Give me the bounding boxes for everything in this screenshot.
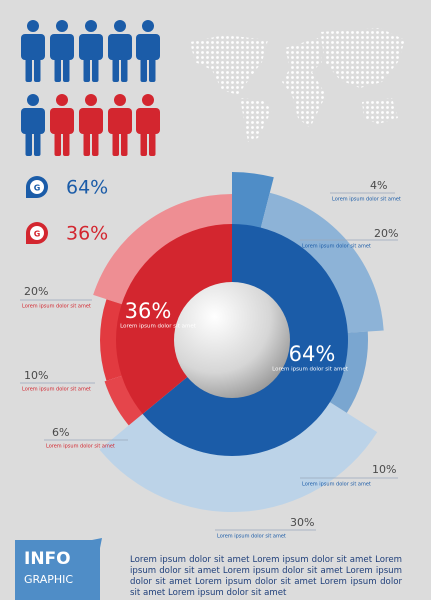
legend-value: 36% — [66, 223, 108, 245]
legend: G 64% G 36% — [26, 176, 108, 245]
donut-segment — [115, 224, 232, 414]
donut-segment — [142, 224, 348, 457]
outer-caption: Lorem ipsum dolor sit amet — [332, 197, 401, 203]
legend-pin-inner — [30, 180, 44, 194]
outer-value-label: 10% — [372, 463, 396, 476]
outer-caption: Lorem ipsum dolor sit amet — [217, 534, 286, 540]
outer-value-label: 30% — [290, 516, 314, 529]
outer-value-label: 20% — [374, 227, 398, 240]
outer-segment — [99, 401, 378, 512]
person-icon — [108, 94, 132, 156]
center-caption: Lorem ipsum dolor sit amet — [120, 324, 197, 330]
center-caption: Lorem ipsum dolor sit amet — [272, 367, 349, 373]
person-icon — [108, 20, 132, 82]
person-icon — [136, 20, 160, 82]
legend-value: 64% — [66, 177, 108, 199]
outer-value-label: 20% — [24, 285, 48, 298]
center-value-label: 36% — [125, 299, 172, 323]
legend-pin-inner — [30, 226, 44, 240]
person-icon — [79, 94, 103, 156]
outer-caption: Lorem ipsum dolor sit amet — [46, 444, 115, 450]
person-icon — [136, 94, 160, 156]
footer-text: Lorem ipsum dolor sit amet Lorem ipsum d… — [130, 555, 402, 598]
outer-value-label: 6% — [52, 426, 69, 439]
footer-badge: INFO GRAPHIC — [15, 538, 102, 600]
people-icons — [21, 20, 160, 156]
outer-value-label: 10% — [24, 369, 48, 382]
outer-segment — [328, 331, 368, 413]
badge-box — [15, 538, 102, 600]
person-icon — [79, 20, 103, 82]
outer-segment — [104, 375, 145, 426]
badge-title: INFO — [24, 549, 71, 569]
outer-value-label: 4% — [370, 179, 387, 192]
outer-segment — [99, 299, 124, 381]
world-map — [190, 28, 405, 142]
outer-caption: Lorem ipsum dolor sit amet — [302, 482, 371, 488]
person-icon — [21, 20, 45, 82]
outer-caption: Lorem ipsum dolor sit amet — [302, 244, 371, 250]
outer-segment — [260, 192, 384, 333]
donut-hole — [174, 282, 290, 398]
badge-subtitle: GRAPHIC — [24, 573, 73, 586]
person-icon — [21, 94, 45, 156]
legend-icon-letter: G — [34, 184, 41, 193]
center-value-label: 64% — [289, 342, 336, 366]
outer-caption: Lorem ipsum dolor sit amet — [22, 387, 91, 393]
person-icon — [50, 94, 74, 156]
person-icon — [50, 20, 74, 82]
outer-segment — [232, 172, 274, 230]
outer-caption: Lorem ipsum dolor sit amet — [22, 304, 91, 310]
legend-icon-letter: G — [34, 230, 41, 239]
